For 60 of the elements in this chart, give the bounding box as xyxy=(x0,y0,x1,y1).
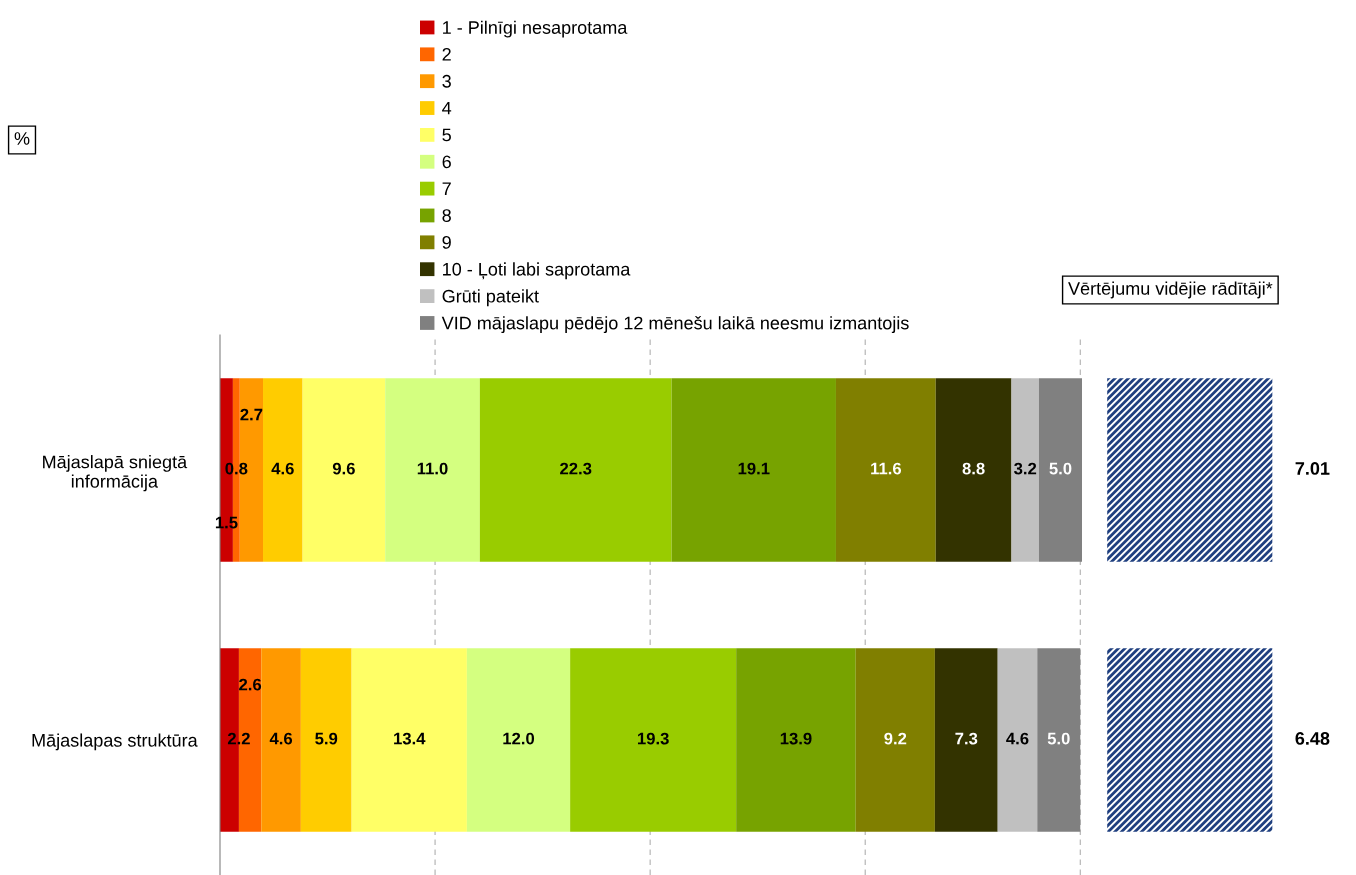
bar xyxy=(1037,648,1081,832)
bar xyxy=(261,648,301,832)
data-label: 5.0 xyxy=(1049,462,1072,475)
bar xyxy=(934,648,998,832)
text: Vērtējumu vidējie rādītāji* xyxy=(1068,281,1273,299)
bar xyxy=(1038,378,1082,562)
legend-label: 4 xyxy=(442,101,452,115)
bar xyxy=(935,378,1012,562)
data-label: 22.3 xyxy=(560,462,592,475)
bar xyxy=(302,378,386,562)
bar xyxy=(570,648,737,832)
bar xyxy=(466,648,571,832)
bar xyxy=(835,378,936,562)
bar xyxy=(385,378,480,562)
data-label: 2.6 xyxy=(239,678,262,691)
legend-label: 3 xyxy=(442,74,451,88)
data-label: 7.01 xyxy=(1295,462,1330,475)
bar xyxy=(736,648,856,832)
data-label: 8.8 xyxy=(962,462,985,475)
data-label: 12.0 xyxy=(503,732,535,745)
data-label: 5.0 xyxy=(1047,732,1070,745)
data-label: 7.3 xyxy=(955,732,978,745)
legend-label: VID mājaslapu pēdējo 12 mēnešu laikā neesmu izmantojis xyxy=(441,316,909,333)
y-tick-label: Mājaslapas struktūra xyxy=(32,733,198,751)
text: % xyxy=(14,132,30,145)
bar xyxy=(1011,378,1039,562)
bar xyxy=(997,648,1038,832)
bar xyxy=(300,648,352,832)
bar xyxy=(671,378,836,562)
data-label: 11.0 xyxy=(417,462,448,475)
data-label: 4.6 xyxy=(271,462,294,475)
data-label: 6.48 xyxy=(1295,732,1330,745)
legend-label: 9 xyxy=(442,235,451,249)
data-label: 13.4 xyxy=(394,732,426,745)
bar xyxy=(855,648,935,832)
data-label: 19.3 xyxy=(637,732,669,745)
legend-label: Grūti pateikt xyxy=(442,289,539,307)
legend-label: 8 xyxy=(442,209,451,222)
data-label: 19.1 xyxy=(738,462,770,475)
data-label: 13.9 xyxy=(780,732,812,745)
legend-label: 5 xyxy=(442,128,451,142)
data-label: 11.6 xyxy=(871,462,902,475)
data-label: 3.2 xyxy=(1014,462,1037,475)
data-label: 0.8 xyxy=(225,462,248,475)
data-label: 4.6 xyxy=(1006,732,1029,745)
bar xyxy=(263,378,303,562)
legend-label: 6 xyxy=(442,155,451,169)
bar xyxy=(351,648,467,832)
bar xyxy=(479,378,672,562)
y-tick-label: Mājaslapā sniegtā informācija xyxy=(43,455,188,492)
data-label: 4.6 xyxy=(269,732,293,745)
legend-label: 1 - Pilnīgi nesaprotama xyxy=(443,20,628,38)
data-label: 2.2 xyxy=(227,732,250,745)
data-label: 9.6 xyxy=(332,462,355,475)
legend-label: 2 xyxy=(442,47,451,61)
data-label: 2.7 xyxy=(240,408,263,421)
data-label: 9.2 xyxy=(884,732,907,745)
legend-label: 10 - Ļoti labi saprotama xyxy=(443,262,631,280)
legend-label: 7 xyxy=(442,182,451,195)
data-label: 5.9 xyxy=(315,732,338,745)
